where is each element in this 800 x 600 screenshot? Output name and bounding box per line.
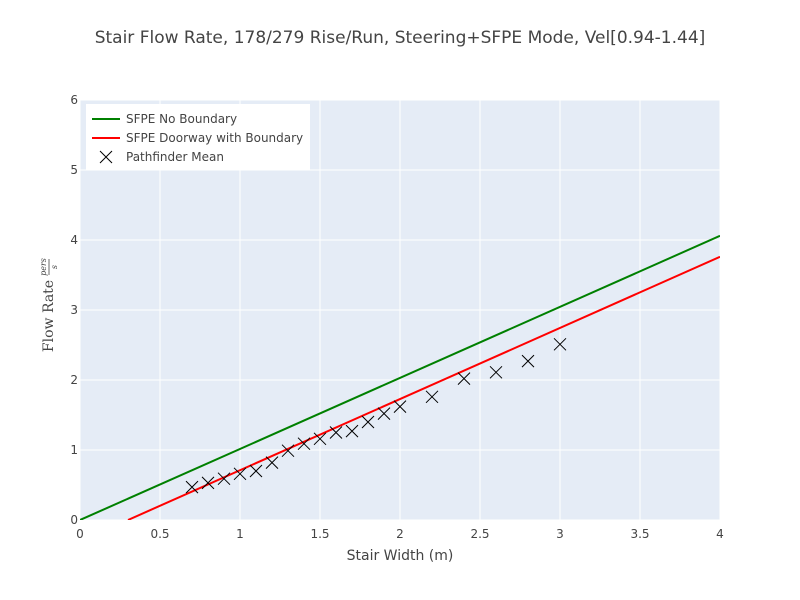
legend: SFPE No Boundary SFPE Doorway with Bounda… [86,104,310,170]
y-tick-label: 6 [70,93,78,107]
legend-label: SFPE Doorway with Boundary [126,131,303,145]
y-tick-label: 5 [70,163,78,177]
y-axis-title-text: Flow Rate [41,280,57,352]
data-point [425,390,439,404]
x-tick-label: 3.5 [630,527,649,541]
x-tick-label: 4 [716,527,724,541]
data-point [265,456,279,469]
x-tick-label: 2 [396,527,404,541]
x-tick-label: 2.5 [470,527,489,541]
series-pathfinder-mean [185,337,567,494]
y-tick-label: 2 [70,373,78,387]
tick-labels: 0 0.5 1 1.5 2 2.5 3 3.5 4 0 1 2 3 4 5 6 [70,93,723,541]
x-tick-label: 3 [556,527,564,541]
legend-item-sfpe-no-boundary: SFPE No Boundary [92,112,237,126]
x-axis-title: Stair Width (m) [347,548,454,564]
legend-swatch-marker [99,150,113,164]
y-tick-label: 1 [70,443,78,457]
legend-background [86,104,310,170]
x-tick-label: 0.5 [150,527,169,541]
y-tick-label: 3 [70,303,78,317]
data-point [201,476,215,490]
series-sfpe-no-boundary [80,234,720,520]
data-point [217,472,231,486]
data-point [297,437,311,451]
x-tick-label: 1 [236,527,244,541]
data-point [553,337,567,351]
y-axis-unit-denominator: s [50,265,59,269]
chart-title: Stair Flow Rate, 178/279 Rise/Run, Steer… [95,28,706,48]
data-point [457,372,471,385]
y-axis-unit-numerator: pers [39,258,48,276]
legend-item-pathfinder-mean: Pathfinder Mean [99,150,224,164]
data-point [313,432,327,446]
data-point [249,464,263,478]
data-point [377,407,391,420]
x-tick-label: 0 [76,527,84,541]
x-tick-label: 1.5 [310,527,329,541]
data-point [233,467,247,481]
legend-label: Pathfinder Mean [126,150,224,164]
data-point [185,480,199,494]
series-line-sfpe-no-boundary [80,234,720,520]
data-point [345,424,359,438]
series-layer [80,234,720,520]
data-point [521,354,535,368]
legend-item-sfpe-doorway-with-boundary: SFPE Doorway with Boundary [92,131,303,145]
y-axis-title: Flow Rate pers s [39,258,59,352]
data-point [361,415,375,429]
y-tick-label: 4 [70,233,78,247]
data-point [329,426,343,439]
data-point [393,400,407,413]
legend-label: SFPE No Boundary [126,112,237,126]
data-point [489,365,503,379]
data-point [281,444,295,458]
y-tick-label: 0 [70,513,78,527]
